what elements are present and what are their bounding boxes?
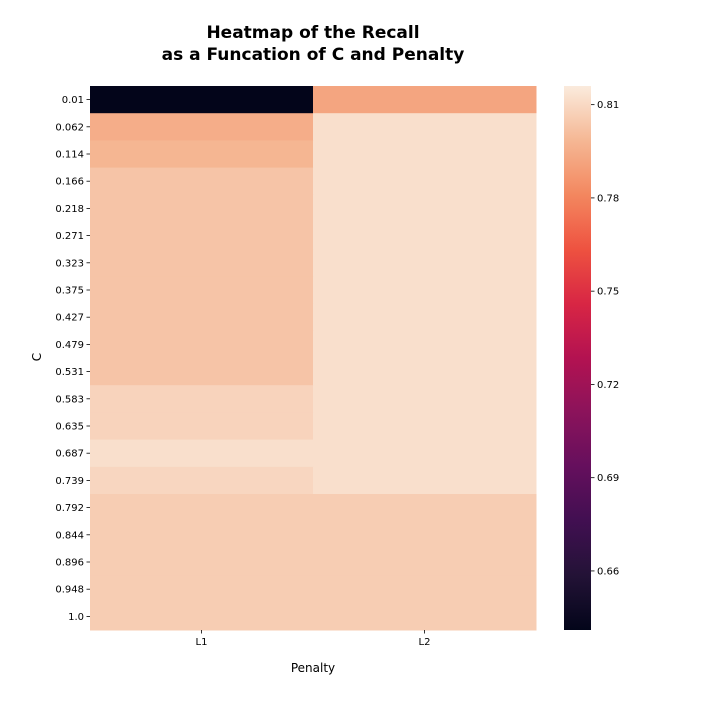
heatmap-cell <box>313 575 537 604</box>
heatmap-cell <box>313 276 537 305</box>
y-tick-label: 0.114 <box>55 150 84 161</box>
heatmap-cell <box>90 167 314 196</box>
heatmap-cell <box>90 439 314 468</box>
y-tick-label: 0.271 <box>55 231 84 242</box>
y-tick-label: 0.635 <box>55 422 84 433</box>
heatmap-cell <box>313 86 537 114</box>
heatmap-cell <box>313 194 537 223</box>
y-tick-label: 0.583 <box>55 394 84 405</box>
y-tick-label: 0.375 <box>55 286 84 297</box>
colorbar-tick-label: 0.81 <box>597 100 619 111</box>
heatmap-cell <box>90 358 314 386</box>
heatmap-cell <box>90 521 314 549</box>
heatmap-cell <box>90 303 314 332</box>
x-tick-label: L1 <box>196 637 208 648</box>
heatmap-cell <box>313 548 537 577</box>
heatmap-cell <box>90 330 314 359</box>
heatmap-cell <box>313 249 537 277</box>
heatmap-cell <box>90 385 314 413</box>
y-tick-label: 0.948 <box>55 585 84 596</box>
y-tick-label: 0.062 <box>55 122 84 133</box>
heatmap-cell <box>90 194 314 223</box>
heatmap-cell <box>90 412 314 441</box>
y-tick-label: 0.479 <box>55 340 84 351</box>
y-tick-label: 0.01 <box>62 95 84 106</box>
x-axis-label: Penalty <box>291 661 335 675</box>
y-tick-label: 0.792 <box>55 503 84 514</box>
y-tick-label: 0.427 <box>55 313 84 324</box>
heatmap-cell <box>313 330 537 359</box>
heatmap-cell <box>90 140 314 169</box>
chart-title-line-1: Heatmap of the Recall <box>206 23 419 43</box>
heatmap-cell <box>90 548 314 577</box>
y-tick-label: 0.739 <box>55 476 84 487</box>
x-tick-label: L2 <box>419 637 431 648</box>
colorbar-tick-label: 0.69 <box>597 473 619 484</box>
heatmap-cell <box>313 439 537 468</box>
heatmap-cell <box>313 140 537 169</box>
heatmap-cell <box>313 222 537 250</box>
heatmap-cell <box>90 575 314 604</box>
colorbar <box>564 86 591 630</box>
heatmap-cell <box>313 167 537 196</box>
y-tick-label: 1.0 <box>68 612 84 623</box>
heatmap-cell <box>90 276 314 305</box>
y-tick-label: 0.687 <box>55 449 84 460</box>
x-axis-ticks: L1 L2 <box>196 630 431 648</box>
heatmap-cell <box>90 494 314 522</box>
heatmap-cell <box>313 521 537 549</box>
heatmap-cell <box>90 113 314 141</box>
y-tick-label: 0.531 <box>55 367 84 378</box>
heatmap-cell <box>90 466 314 495</box>
heatmap-cell <box>90 222 314 250</box>
heatmap-cell <box>313 466 537 495</box>
heatmap-cell <box>313 385 537 413</box>
heatmap-cell <box>313 113 537 141</box>
heatmap-cell <box>313 358 537 386</box>
colorbar-tick-label: 0.78 <box>597 193 619 204</box>
heatmap-cell <box>90 602 314 631</box>
y-tick-label: 0.218 <box>55 204 84 215</box>
y-tick-label: 0.323 <box>55 258 84 269</box>
y-axis-ticks: 0.01 0.062 0.114 0.166 0.218 0.271 0.323 0.375 0… <box>55 95 90 623</box>
colorbar-tick-label: 0.75 <box>597 287 619 298</box>
heatmap-cell <box>90 249 314 277</box>
colorbar-ticks: 0.66 0.69 0.72 0.75 0.78 0.81 <box>591 100 619 577</box>
heatmap-cell <box>313 602 537 631</box>
heatmap-cell <box>313 494 537 522</box>
y-tick-label: 0.896 <box>55 558 84 569</box>
heatmap-cells <box>90 86 537 631</box>
y-axis-label: C <box>30 353 44 361</box>
y-tick-label: 0.166 <box>55 177 84 188</box>
heatmap-cell <box>313 412 537 441</box>
chart-title-line-2: as a Funcation of C and Penalty <box>162 45 465 65</box>
colorbar-tick-label: 0.72 <box>597 380 619 391</box>
heatmap-cell <box>90 86 314 114</box>
y-tick-label: 0.844 <box>55 530 84 541</box>
heatmap-cell <box>313 303 537 332</box>
colorbar-tick-label: 0.66 <box>597 566 619 577</box>
